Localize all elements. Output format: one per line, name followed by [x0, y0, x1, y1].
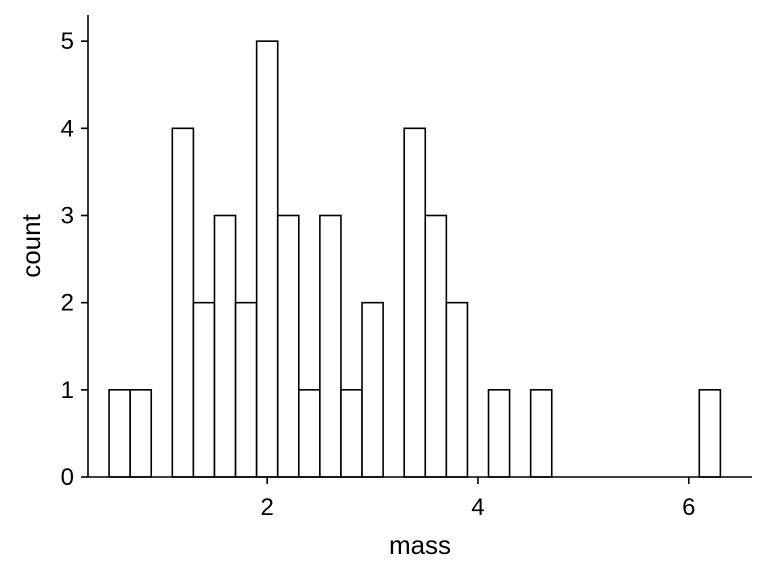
histogram-bar: [297, 389, 321, 478]
bars-group: [108, 40, 722, 478]
y-tick-label: 3: [61, 202, 74, 229]
x-axis-ticks: 2 4 6: [260, 477, 695, 521]
y-tick-label: 1: [61, 377, 74, 404]
x-tick-label: 2: [260, 494, 273, 521]
histogram-bar: [319, 214, 342, 478]
histogram-bar: [276, 214, 300, 478]
histogram-bar: [487, 389, 511, 478]
histogram-bar: [424, 214, 448, 478]
y-tick-label: 5: [61, 28, 74, 55]
histogram-bar: [529, 389, 553, 478]
histogram-bar: [340, 389, 363, 478]
histogram-bar: [403, 127, 427, 478]
x-tick-label: 4: [471, 494, 484, 521]
histogram-bar: [234, 301, 258, 478]
y-tick-label: 2: [61, 290, 74, 317]
x-tick-label: 6: [682, 494, 695, 521]
histogram-bar: [255, 40, 279, 478]
y-tick-label: 0: [61, 464, 74, 491]
y-axis-ticks: 0 1 2 3 4 5: [61, 28, 88, 491]
histogram-bar: [361, 301, 384, 478]
histogram-bar: [171, 127, 195, 478]
y-tick-label: 4: [61, 115, 74, 142]
histogram-bar: [108, 389, 131, 478]
histogram-bar: [213, 214, 237, 478]
histogram-bar: [192, 301, 216, 478]
histogram-bar: [129, 389, 153, 478]
histogram-bar: [445, 301, 469, 478]
y-axis-title: count: [16, 213, 46, 277]
x-axis-title: mass: [389, 530, 451, 560]
histogram-bar: [698, 389, 722, 478]
